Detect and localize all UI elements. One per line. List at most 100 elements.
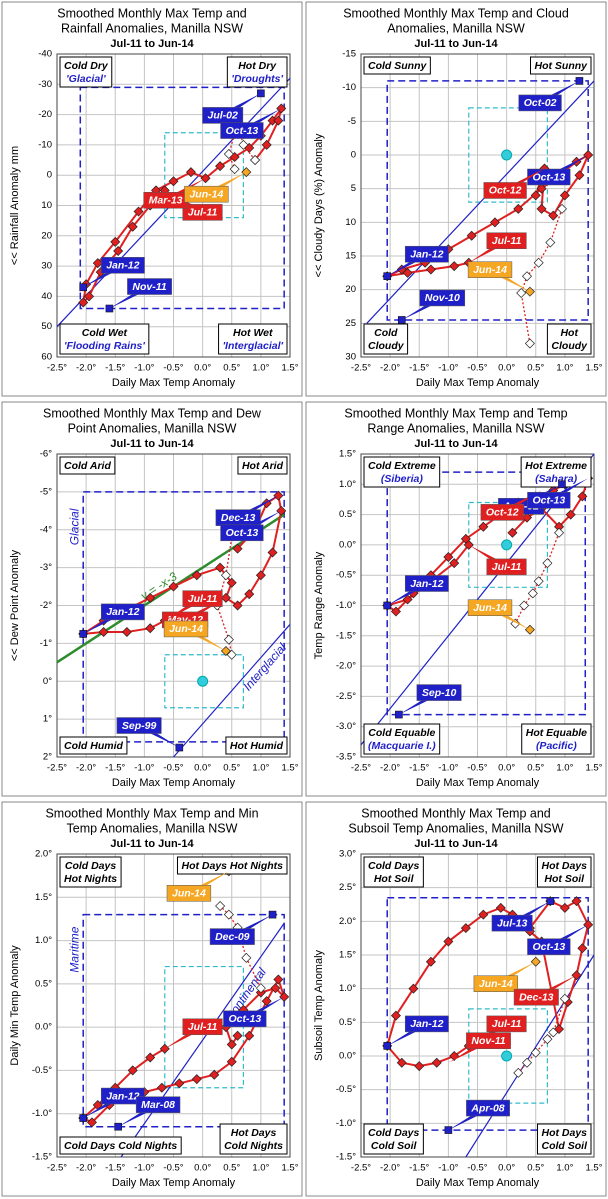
- y-axis-label: Temp Range Anomaly: [313, 551, 325, 659]
- corner-label-box: [520, 456, 592, 488]
- data-point: [226, 1039, 237, 1050]
- annotation-text: Jan-12: [410, 248, 443, 260]
- annotation: Jul-11: [164, 590, 223, 621]
- y-tick-label: 0.0°: [339, 539, 356, 550]
- annotation-box: [404, 575, 449, 592]
- x-tick-label: -2.5°: [351, 1163, 371, 1174]
- annotation: Dec-13: [513, 975, 577, 1006]
- x-tick-label: 1.5°: [585, 763, 602, 774]
- annotation: Sep-10: [395, 684, 462, 719]
- annotation-box: [182, 590, 223, 607]
- regime-box: [386, 897, 589, 1131]
- data-point: [185, 167, 196, 178]
- data-point: [156, 1082, 167, 1093]
- y-tick-label: 10: [41, 200, 52, 211]
- annotation-text: Oct-13: [532, 495, 565, 507]
- annotation: Nov-10: [397, 289, 466, 324]
- annotation-text: Oct-12: [489, 185, 522, 197]
- annotation-text: Jun-14: [169, 623, 203, 635]
- data-point: [524, 338, 535, 349]
- data-point: [110, 236, 121, 247]
- x-axis-label: Daily Max Temp Anomaly: [112, 377, 236, 389]
- x-tick-label: -0.5°: [467, 763, 487, 774]
- x-tick-label: 0.5°: [527, 763, 544, 774]
- annotation: Jan-12: [383, 575, 449, 610]
- annotation-text: Oct-13: [226, 125, 259, 137]
- corner-label-text: Cloudy: [551, 340, 588, 352]
- x-tick-label: -2.0°: [76, 763, 96, 774]
- y-tick-label: -1.0°: [336, 600, 356, 611]
- corner-label-text: Hot Extreme: [525, 460, 587, 472]
- annotation-text: Mar-13: [149, 195, 183, 207]
- x-axis-label: Daily Max Temp Anomaly: [112, 1177, 236, 1189]
- corner-label: Cold Wet'Flooding Rains': [59, 323, 150, 355]
- annotation-box: [486, 558, 527, 576]
- annotation-box: [100, 1087, 145, 1105]
- x-tick-label: -1.0°: [134, 363, 154, 374]
- data-point: [522, 512, 533, 523]
- diagonal-line: [120, 922, 285, 1158]
- corner-label-box: [218, 323, 288, 355]
- y-tick-label: 0.5°: [339, 509, 356, 520]
- annotation: Jun-14: [467, 261, 530, 292]
- x-tick-label: -1.0°: [438, 763, 458, 774]
- data-point: [223, 634, 234, 645]
- annotation-box: [135, 1096, 181, 1113]
- data-point: [431, 1057, 442, 1068]
- annotation-text: Nov-10: [425, 292, 460, 304]
- y-tick-label: 1.0°: [339, 983, 356, 994]
- x-tick-label: 0.0°: [498, 363, 515, 374]
- extreme-marker: [383, 1042, 392, 1050]
- data-point: [98, 627, 109, 638]
- annotation-box: [166, 885, 212, 902]
- annotation: Mar-13: [143, 178, 206, 209]
- x-tick-label: -1.0°: [438, 1163, 458, 1174]
- y-tick-label: 40: [41, 291, 52, 302]
- corner-label-box: [219, 1123, 288, 1155]
- chart-title: Smoothed Monthly Max Temp and: [361, 806, 551, 820]
- y-tick-label: -6°: [40, 449, 52, 460]
- extreme-marker: [546, 897, 555, 905]
- x-tick-label: 1.0°: [556, 1163, 573, 1174]
- data-point: [238, 139, 249, 150]
- x-tick-label: 1.5°: [281, 363, 298, 374]
- annotation: Jan-12: [79, 1087, 145, 1122]
- data-point: [507, 527, 518, 538]
- annotation-text: Jul-02: [208, 110, 239, 122]
- annotation: Jul-02: [202, 89, 265, 124]
- y-tick-label: 30: [345, 352, 356, 363]
- y-tick-label: 3.0°: [339, 849, 356, 860]
- data-point: [84, 291, 95, 302]
- extreme-marker: [79, 1114, 88, 1122]
- corner-label-text: 'Droughts': [231, 73, 283, 85]
- y-tick-label: 5: [351, 183, 356, 194]
- annotation-box: [467, 599, 513, 616]
- annotation-box: [486, 1015, 527, 1033]
- side-label: Glacial: [67, 508, 81, 545]
- x-tick-label: -0.5°: [163, 763, 183, 774]
- corner-label-box: [59, 1136, 182, 1155]
- annotation: Jul-11: [164, 1018, 223, 1049]
- y-tick-label: -1.0°: [336, 1118, 356, 1129]
- data-point: [536, 183, 547, 194]
- corner-label: Hot Extreme(Sahara): [520, 456, 592, 488]
- corner-label-box: [546, 323, 592, 355]
- data-point: [229, 164, 240, 175]
- data-point: [250, 155, 261, 166]
- x-tick-label: 1.5°: [281, 1163, 298, 1174]
- data-point: [226, 1056, 237, 1067]
- corner-label-box: [363, 456, 441, 488]
- data-point: [489, 217, 500, 228]
- data-point: [443, 936, 454, 947]
- regime-box: [82, 491, 285, 743]
- plot-border: [360, 453, 595, 758]
- data-point: [577, 491, 588, 502]
- annotation-pointer: [387, 254, 432, 277]
- annotation-text: Apr-08: [470, 1102, 504, 1114]
- x-tick-label: -0.5°: [467, 363, 487, 374]
